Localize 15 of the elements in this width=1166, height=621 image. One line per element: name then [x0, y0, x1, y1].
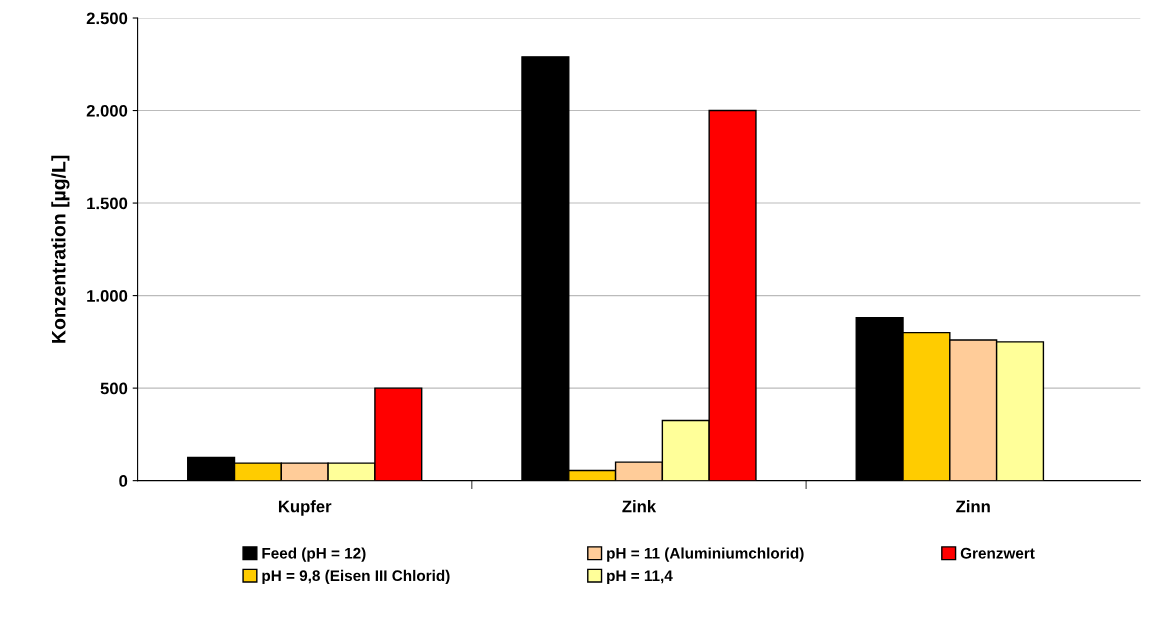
legend-label: pH = 9,8 (Eisen III Chlorid)	[262, 569, 450, 585]
y-tick-label: 0	[119, 475, 128, 487]
x-tick-label: Kupfer	[278, 500, 332, 516]
x-tick-label: Zinn	[956, 500, 990, 513]
y-tick-label: 1.000	[87, 290, 128, 302]
y-tick-label: 1.500	[87, 197, 128, 210]
x-tick-label: Zink	[622, 500, 657, 513]
y-tick-label: 2.500	[86, 12, 128, 25]
legend-label: pH = 11,4	[607, 570, 673, 585]
y-axis-title: Konzentration [µg/L]	[51, 155, 70, 343]
legend-label: pH = 11 (Aluminiumchlorid)	[607, 547, 804, 562]
legend-label: Feed (pH = 12)	[262, 547, 366, 562]
y-tick-label: 2.000	[86, 104, 128, 117]
y-tick-label: 500	[100, 382, 128, 395]
legend-label: Grenzwert	[960, 547, 1035, 559]
